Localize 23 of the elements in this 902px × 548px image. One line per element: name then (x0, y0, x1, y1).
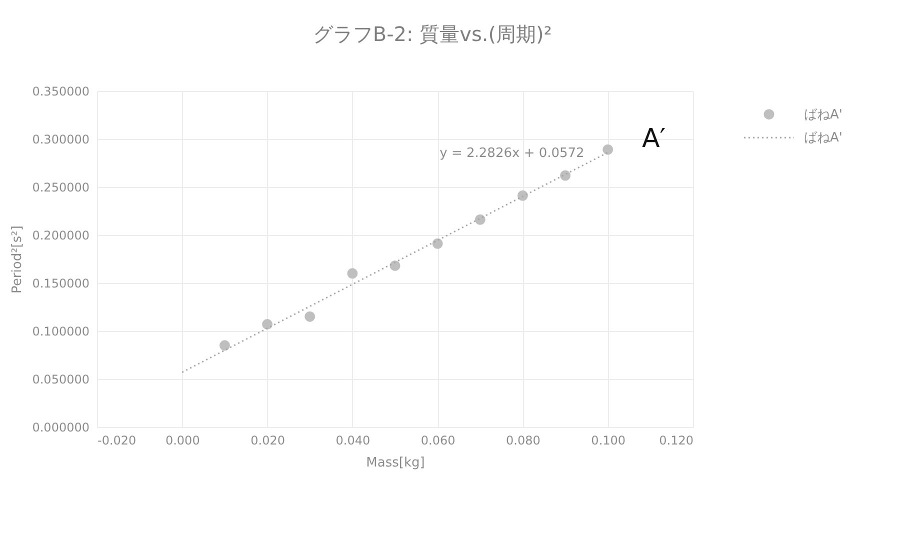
x-tick-label: 0.080 (506, 434, 540, 448)
y-tick-label: 0.150000 (32, 276, 90, 290)
y-axis-title: Period²[s²] (10, 226, 26, 294)
y-tick-label: 0.200000 (32, 228, 90, 242)
x-tick-label: 0.100 (591, 434, 626, 448)
x-tick-label: -0.020 (98, 434, 136, 448)
chart-title: グラフB-2: 質量vs.(周期)² (312, 22, 552, 46)
y-tick-label: 0.050000 (32, 372, 90, 386)
y-tick-label: 0.100000 (32, 324, 90, 338)
annotation: y = 2.2826x + 0.0572 (440, 146, 584, 161)
y-tick-label: 0.000000 (32, 420, 90, 434)
y-tick-label: 0.250000 (32, 180, 90, 194)
legend-label: ばねA' (804, 107, 842, 122)
x-tick-label: 0.000 (165, 434, 200, 448)
x-tick-label: 0.020 (250, 434, 285, 448)
x-axis-title: Mass[kg] (366, 456, 425, 470)
x-tick-label: 0.060 (420, 434, 456, 448)
x-tick-label: 0.040 (336, 434, 370, 448)
legend-label: ばねA' (804, 130, 842, 146)
x-tick-label: 0.120 (659, 434, 694, 448)
y-tick-label: 0.300000 (32, 132, 90, 146)
annotation: A′ (642, 124, 666, 154)
y-tick-label: 0.350000 (32, 84, 90, 98)
